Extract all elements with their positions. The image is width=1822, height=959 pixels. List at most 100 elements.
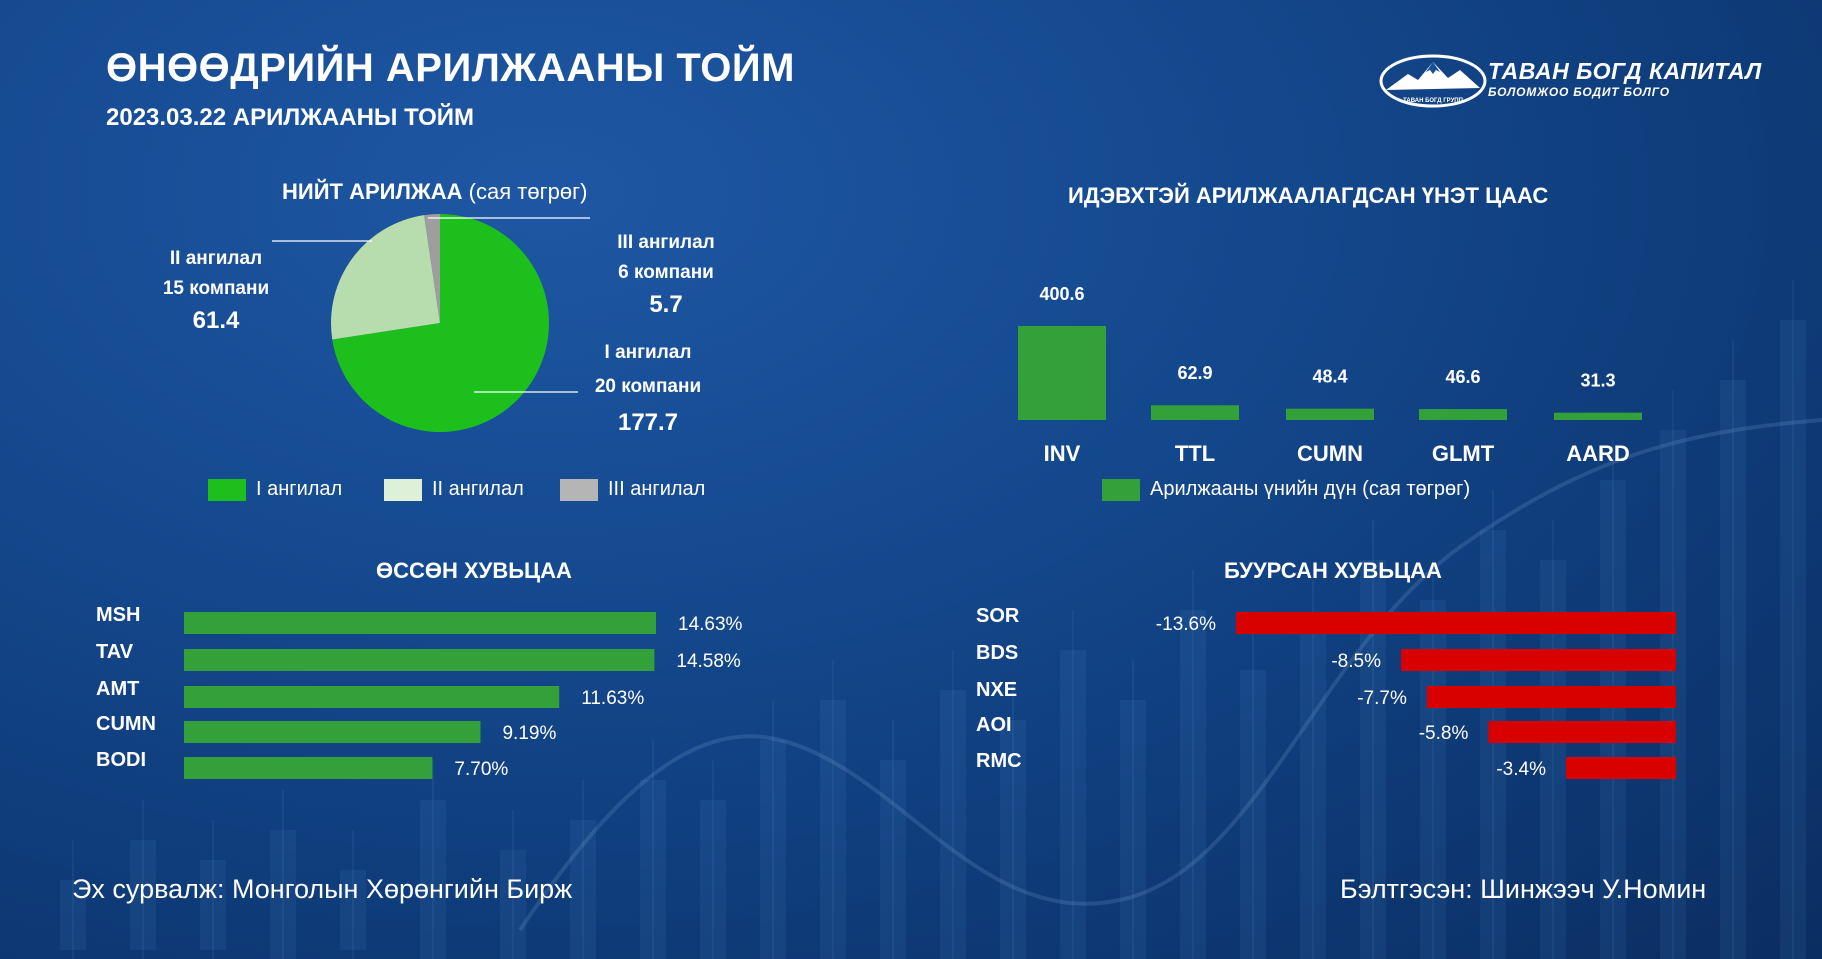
active-bar-category: CUMN <box>1297 441 1363 466</box>
bg-candle <box>1600 480 1626 959</box>
active-bar-glmt <box>1419 409 1507 420</box>
pie-legend-label-class2: II ангилал <box>432 478 524 500</box>
bg-candle <box>60 880 86 950</box>
pie-legend-item-class1: I ангилал <box>208 478 342 501</box>
pie-legend-item-class2: II ангилал <box>384 478 524 501</box>
gainer-name: CUMN <box>96 713 156 735</box>
logo-name: ТАВАН БОГД КАПИТАЛ <box>1488 58 1762 84</box>
decliner-bar-bds <box>1401 649 1676 671</box>
decliner-bar-rmc <box>1566 757 1676 779</box>
gainer-value: 7.70% <box>454 759 508 780</box>
gainer-name: TAV <box>96 641 134 663</box>
gainer-value: 9.19% <box>502 723 556 744</box>
decliner-value: -3.4% <box>1496 759 1546 780</box>
page-title: ӨНӨӨДРИЙН АРИЛЖААНЫ ТОЙМ <box>106 46 795 90</box>
bg-candle <box>1180 610 1206 959</box>
bg-candle <box>880 760 906 959</box>
decliner-bar-nxe <box>1426 686 1676 708</box>
gainer-bar-msh <box>184 612 656 634</box>
gainer-value: 14.58% <box>676 651 741 672</box>
bg-candle <box>1000 720 1026 959</box>
pie-legend-label-class1: I ангилал <box>256 478 343 500</box>
logo-slogan: БОЛОМЖОО БОДИТ БОЛГО <box>1488 85 1670 99</box>
decliner-name: BDS <box>976 642 1018 664</box>
pie-label-class3-name: III ангилал <box>617 232 715 253</box>
decliner-bar-aoi <box>1488 721 1676 743</box>
active-securities-legend: Арилжааны үнийн дүн (сая төгрөг) <box>1102 478 1470 501</box>
pie-label-class1-name: I ангилал <box>604 342 692 363</box>
bg-candle <box>1240 670 1266 959</box>
pie-legend-item-class3: III ангилал <box>560 478 705 501</box>
active-bar-value: 62.9 <box>1177 363 1212 383</box>
gainer-bar-amt <box>184 686 560 708</box>
active-bar-aard <box>1554 412 1642 420</box>
decliner-name: AOI <box>976 714 1012 736</box>
bg-candle <box>340 870 366 950</box>
decliner-value: -7.7% <box>1357 688 1407 709</box>
gainer-value: 14.63% <box>678 614 743 635</box>
pie-legend-swatch-class2 <box>384 478 422 501</box>
pie-title-unit: (сая төгрөг) <box>468 179 588 204</box>
gainer-bar-bodi <box>184 757 433 779</box>
pie-slice-1 <box>332 214 549 432</box>
company-logo: ТАВАН БОГД ГРУПП <box>1379 54 1487 108</box>
pie-title: НИЙТ АРИЛЖАА (сая төгрөг) <box>282 179 587 205</box>
pie-label-class2-name: II ангилал <box>169 248 263 269</box>
bg-candle <box>1480 530 1506 959</box>
active-securities-legend-swatch <box>1102 478 1140 501</box>
pie-label-class2-count: 15 компани <box>162 278 270 299</box>
bg-candle <box>1780 320 1806 959</box>
gainer-name: MSH <box>96 604 140 626</box>
bg-candle <box>1060 650 1086 959</box>
pie-title-main: НИЙТ АРИЛЖАА <box>282 179 463 204</box>
active-bar-ttl <box>1151 405 1239 420</box>
pie-label-class3-value: 5.7 <box>649 291 683 318</box>
bg-candle <box>820 700 846 959</box>
pie-label-class1-value: 177.7 <box>617 409 679 436</box>
bg-candle <box>420 800 446 959</box>
gainer-bar-cumn <box>184 721 481 743</box>
bg-candle <box>130 840 156 950</box>
bg-candle <box>200 860 226 950</box>
bg-wave <box>518 418 1822 932</box>
pie-legend-swatch-class3 <box>560 478 598 501</box>
bg-candle <box>500 850 526 959</box>
pie-label-class3-count: 6 компани <box>618 262 714 283</box>
active-bar-value: 31.3 <box>1580 371 1615 391</box>
bg-candle <box>940 690 966 959</box>
pie-legend-label-class3: III ангилал <box>608 478 706 500</box>
gainer-name: BODI <box>96 749 146 771</box>
active-bar-category: INV <box>1044 441 1081 466</box>
active-bar-inv <box>1018 326 1106 420</box>
pie-slice-3 <box>424 214 440 323</box>
active-bar-cumn <box>1286 408 1374 420</box>
bg-candle <box>700 800 726 959</box>
decliners-title: БУУРСАН ХУВЬЦАА <box>1224 558 1442 583</box>
pie-label-class2-value: 61.4 <box>192 307 240 334</box>
active-bar-category: TTL <box>1175 441 1215 466</box>
gainers-title: ӨССӨН ХУВЬЦАА <box>376 558 572 583</box>
bg-candle <box>270 830 296 959</box>
active-securities-title: ИДЭВХТЭЙ АРИЛЖААЛАГДСАН ҮНЭТ ЦААС <box>1068 183 1549 208</box>
bg-candle <box>640 780 666 959</box>
active-bar-value: 400.6 <box>1039 284 1084 304</box>
gainer-value: 11.63% <box>581 688 644 709</box>
gainer-name: AMT <box>96 678 139 700</box>
prepared-by-text: Бэлтгэсэн: Шинжээч У.Номин <box>1340 874 1707 904</box>
gainer-bar-tav <box>184 649 655 671</box>
logo-badge-text: ТАВАН БОГД ГРУПП <box>1403 98 1463 104</box>
pie-label-class1: I ангилал 20 компани 177.7 <box>578 338 718 438</box>
active-bar-value: 48.4 <box>1312 367 1347 387</box>
bg-candle <box>1720 380 1746 959</box>
pie-legend-swatch-class1 <box>208 478 246 501</box>
pie-label-class2: II ангилал 15 компани 61.4 <box>146 244 286 336</box>
decliner-value: -13.6% <box>1156 614 1216 635</box>
decliner-name: RMC <box>976 750 1022 772</box>
decliner-value: -8.5% <box>1331 651 1381 672</box>
pie-label-class3: III ангилал 6 компани 5.7 <box>596 228 736 320</box>
